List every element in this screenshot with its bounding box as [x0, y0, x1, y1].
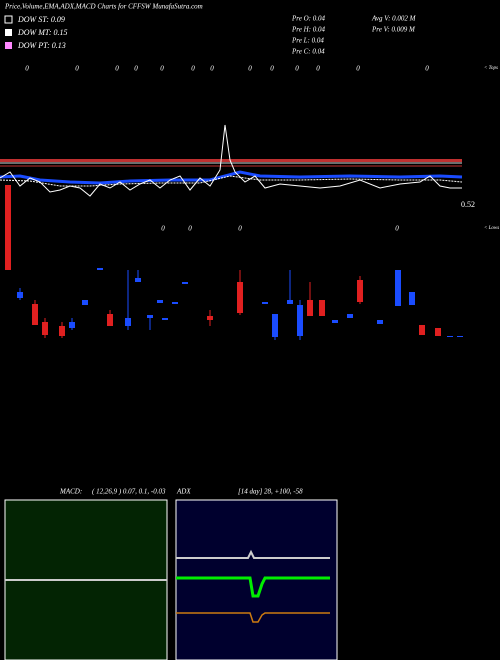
- dow-label: DOW MT: 0.15: [17, 28, 68, 37]
- candle-body: [435, 328, 441, 336]
- legend-swatch: [5, 42, 12, 49]
- pre-label: Pre L: 0.04: [291, 37, 324, 45]
- candle-body: [319, 300, 325, 316]
- ema-band: [0, 159, 462, 162]
- zero-marker: 0: [161, 225, 165, 233]
- zero-marker: 0: [75, 65, 79, 73]
- pre-label: Pre H: 0.04: [291, 26, 325, 34]
- adx-line: [176, 549, 330, 559]
- zero-marker: 0: [160, 65, 164, 73]
- adx-params: [14 day] 28, +100, -58: [238, 488, 303, 496]
- zero-marker: 0: [191, 65, 195, 73]
- ema-line: [0, 170, 463, 185]
- minus-di-line: [176, 612, 330, 623]
- ema-line: [0, 175, 463, 187]
- candle-body: [5, 185, 11, 270]
- candle-body: [447, 336, 453, 337]
- candle-body: [357, 280, 363, 302]
- candle-body: [135, 278, 141, 282]
- adx-label: ADX: [176, 488, 191, 496]
- candle-body: [162, 318, 168, 320]
- zero-marker: 0: [25, 65, 29, 73]
- candle-body: [182, 282, 188, 284]
- candle-body: [287, 300, 293, 304]
- candle-body: [82, 300, 88, 305]
- dow-label: DOW PT: 0.13: [17, 41, 66, 50]
- lows-label: < Lows: [484, 226, 499, 231]
- candle-body: [17, 292, 23, 298]
- candle-body: [262, 302, 268, 304]
- zero-marker: 0: [425, 65, 429, 73]
- candle-body: [419, 325, 425, 335]
- candle-body: [457, 336, 463, 337]
- candle-body: [59, 326, 65, 336]
- zero-marker: 0: [115, 65, 119, 73]
- candle-body: [347, 314, 353, 318]
- pre-label: Pre O: 0.04: [291, 15, 325, 23]
- candle-body: [172, 302, 178, 304]
- candle-body: [272, 314, 278, 337]
- zero-marker: 0: [248, 65, 252, 73]
- last-price: 0.52: [461, 200, 475, 209]
- candle-body: [332, 320, 338, 323]
- zero-marker: 0: [270, 65, 274, 73]
- zero-marker: 0: [238, 225, 242, 233]
- zero-marker: 0: [210, 65, 214, 73]
- candle-body: [207, 316, 213, 320]
- candle-body: [69, 322, 75, 328]
- adx-panel: [175, 499, 338, 660]
- candle-body: [395, 270, 401, 306]
- zero-marker: 0: [295, 65, 299, 73]
- candle-body: [307, 300, 313, 316]
- zero-marker: 0: [395, 225, 399, 233]
- candle-body: [377, 320, 383, 324]
- volume-label: Pre V: 0.009 M: [371, 26, 416, 34]
- candle-body: [409, 292, 415, 305]
- chart-title: Price,Volume,EMA,ADX,MACD Charts for CFF…: [4, 3, 203, 11]
- plus-di-line: [176, 576, 330, 598]
- macd-params: ( 12,26,9 ) 0.07, 0.1, -0.03: [92, 488, 166, 496]
- zero-marker: 0: [188, 225, 192, 233]
- zero-marker: 0: [356, 65, 360, 73]
- dow-label: DOW ST: 0.09: [17, 15, 65, 24]
- volume-label: Avg V: 0.002 M: [371, 15, 417, 23]
- candle-body: [32, 304, 38, 325]
- price-line: [0, 124, 462, 197]
- zero-marker: 0: [316, 65, 320, 73]
- candle-body: [157, 300, 163, 303]
- candle-body: [125, 318, 131, 326]
- candle-body: [297, 305, 303, 336]
- candle-body: [42, 322, 48, 335]
- zero-marker: 0: [134, 65, 138, 73]
- macd-label: MACD:: [59, 488, 82, 496]
- candle-body: [97, 268, 103, 270]
- candle-body: [237, 282, 243, 313]
- legend-swatch: [5, 29, 12, 36]
- pre-label: Pre C: 0.04: [291, 48, 325, 56]
- legend-swatch: [4, 15, 13, 24]
- candle-body: [147, 315, 153, 318]
- candle-body: [107, 314, 113, 326]
- tops-label: < Tops: [484, 66, 498, 71]
